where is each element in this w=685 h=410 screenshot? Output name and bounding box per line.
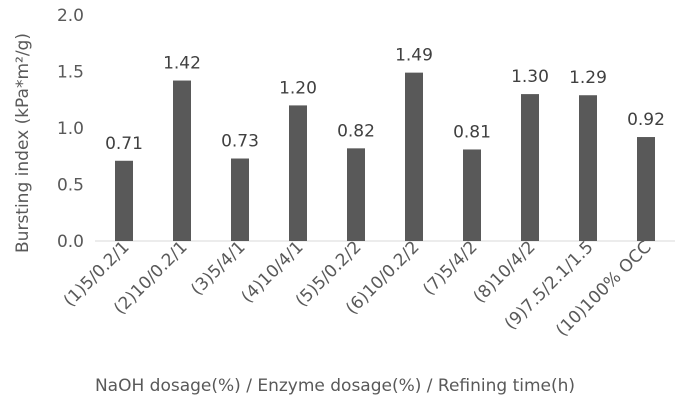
data-label: 1.42 [163, 54, 201, 74]
y-tick-label: 1.0 [57, 119, 84, 139]
y-tick-label: 1.5 [57, 63, 84, 83]
data-label: 1.20 [279, 78, 317, 98]
bar [115, 160, 133, 241]
data-label: 0.71 [105, 134, 143, 154]
bar [289, 105, 307, 242]
y-tick-label: 0.0 [57, 232, 84, 252]
bar [173, 80, 191, 241]
data-label: 0.73 [221, 132, 259, 152]
data-labels: 0.71 1.42 0.73 1.20 0.82 1.49 0.81 1.30 1.29 0.92 [105, 46, 665, 154]
bar [347, 148, 365, 241]
data-label: 0.82 [337, 121, 375, 141]
y-tick-label: 2.0 [57, 6, 84, 26]
bar [405, 72, 423, 241]
y-axis-ticks: 0.0 0.5 1.0 1.5 2.0 [57, 6, 84, 252]
bars [115, 72, 655, 242]
data-label: 1.29 [569, 68, 607, 88]
data-label: 1.30 [511, 67, 549, 87]
bar [637, 137, 655, 241]
bar [579, 95, 597, 241]
bar [463, 149, 481, 241]
y-tick-label: 0.5 [57, 176, 84, 196]
x-axis-ticks: (1)5/0.2/1(2)10/0.2/1(3)5/4/1(4)10/4/1(5… [60, 237, 656, 340]
data-label: 1.49 [395, 46, 433, 66]
x-axis-title: NaOH dosage(%) / Enzyme dosage(%) / Refi… [95, 376, 575, 396]
data-label: 0.92 [627, 110, 665, 130]
bar [231, 158, 249, 241]
y-axis-title: Bursting index (kPa*m²/g) [13, 33, 33, 253]
data-label: 0.81 [453, 122, 491, 142]
bar [521, 94, 539, 241]
